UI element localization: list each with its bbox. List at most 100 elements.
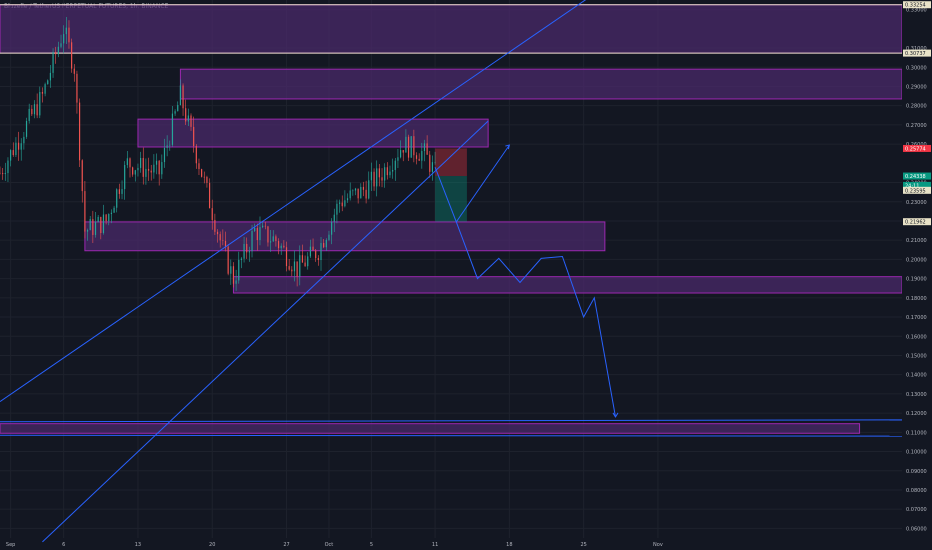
zone-2	[137, 118, 489, 148]
candle-body	[31, 108, 33, 115]
candle-body	[15, 142, 17, 156]
candle-body	[140, 157, 142, 168]
y-tick-label: 0.14000	[906, 373, 927, 379]
candle-body	[246, 243, 248, 253]
candle-body	[288, 266, 290, 270]
candle-body	[65, 27, 67, 35]
candle-body	[434, 162, 436, 163]
candle-body	[12, 150, 14, 156]
position-box	[435, 148, 467, 222]
price-label: 0.33254	[905, 3, 926, 9]
price-label: 0.24338	[905, 174, 926, 180]
candle-body	[331, 221, 333, 235]
trend-line-3	[0, 434, 903, 437]
zone-0	[0, 4, 903, 54]
candle-body	[57, 46, 59, 55]
candle-body	[166, 145, 168, 148]
candle-body	[352, 190, 354, 192]
candle-body	[118, 189, 120, 194]
candles	[0, 16, 436, 291]
candle-body	[389, 171, 391, 176]
candle-body	[304, 262, 306, 267]
projection-arrowhead	[612, 412, 619, 418]
candle-body	[373, 171, 375, 187]
candle-body	[399, 150, 402, 158]
candle-body	[23, 136, 25, 144]
candle-body	[381, 177, 383, 181]
y-tick-label: 0.29000	[906, 84, 927, 90]
y-tick-label: 0.13000	[906, 392, 927, 398]
candle-body	[161, 162, 163, 175]
candle-body	[232, 266, 235, 284]
candle-body	[423, 143, 426, 152]
y-tick-label: 0.11000	[906, 430, 927, 436]
price-label-bg	[903, 172, 931, 180]
y-tick-label: 0.31000	[906, 46, 927, 52]
price-axis-bg	[902, 0, 932, 550]
candle-body	[81, 160, 83, 192]
price-label-bg	[903, 218, 931, 226]
price-label: 0.21962	[905, 220, 926, 226]
candle-body	[421, 151, 423, 161]
candle-body	[283, 245, 285, 248]
candle-body	[33, 104, 36, 115]
candle-body	[270, 241, 272, 243]
candle-body	[328, 234, 330, 240]
candle-body	[357, 188, 359, 199]
candle-body	[277, 241, 280, 249]
candle-body	[301, 255, 304, 263]
candle-body	[230, 266, 232, 274]
candle-body	[338, 202, 341, 204]
candle-body	[84, 191, 86, 232]
candle-body	[47, 80, 49, 85]
candle-body	[397, 157, 399, 161]
price-label: 0.30737	[905, 51, 926, 57]
candle-body	[394, 160, 396, 170]
candle-body	[76, 73, 78, 103]
alt-arrowhead	[505, 144, 511, 150]
candle-body	[208, 182, 211, 209]
candle-body	[137, 167, 139, 171]
candle-body	[102, 214, 105, 234]
candle-body	[36, 104, 38, 116]
candle-body	[354, 188, 357, 191]
candle-body	[415, 155, 418, 159]
time-axis: Sep 6 13 20 27 Oct 5 11 18 25 Nov	[6, 542, 663, 548]
candle-body	[171, 113, 174, 145]
candle-body	[346, 198, 349, 201]
price-axis: 0.33000 0.31000 0.30000 0.29000 0.28000 0.270…	[902, 0, 932, 550]
x-tick-label: Nov	[653, 542, 663, 548]
candle-body	[174, 111, 176, 114]
candle-body	[320, 243, 322, 261]
candle-body	[402, 150, 404, 153]
price-label-bg	[903, 181, 931, 189]
zone-4	[232, 276, 903, 294]
candle-body	[41, 92, 44, 94]
candle-body	[198, 163, 200, 170]
candle-body	[222, 240, 224, 241]
candle-body	[60, 43, 62, 47]
price-label-bg	[903, 49, 931, 57]
grid	[0, 0, 902, 538]
candle-body	[256, 228, 258, 241]
candle-body	[163, 147, 166, 163]
y-tick-label: 0.33000	[906, 8, 927, 14]
candle-body	[110, 212, 113, 215]
candle-body	[248, 251, 250, 253]
candle-body	[407, 136, 410, 158]
candle-body	[201, 169, 203, 177]
candle-body	[195, 146, 197, 164]
target-zone	[435, 176, 467, 222]
x-tick-label: 11	[432, 542, 438, 548]
candle-body	[325, 239, 327, 248]
candle-body	[299, 255, 301, 277]
candle-body	[240, 258, 243, 260]
x-tick-label: 13	[135, 542, 141, 548]
y-tick-label: 0.07000	[906, 507, 927, 513]
candle-body	[190, 115, 192, 127]
candle-body	[4, 173, 6, 175]
candle-body	[224, 240, 227, 247]
candle-body	[429, 154, 431, 172]
candle-body	[203, 176, 205, 178]
